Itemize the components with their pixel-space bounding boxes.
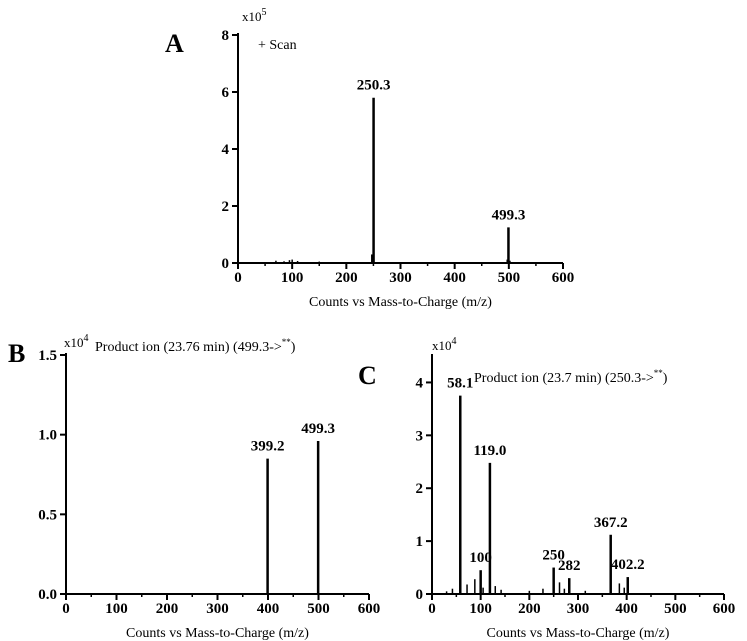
y-tick-label: 4 bbox=[416, 375, 424, 391]
x-tick-label: 500 bbox=[664, 601, 687, 617]
x-tick-label: 0 bbox=[234, 270, 242, 286]
y-tick-label: 0.5 bbox=[38, 507, 57, 523]
x-tick-label: 300 bbox=[389, 270, 412, 286]
y-multiplier: x104 bbox=[64, 333, 89, 350]
scan-label: Product ion (23.7 min) (250.3->**) bbox=[474, 368, 668, 386]
x-axis-title: Counts vs Mass-to-Charge (m/z) bbox=[487, 626, 670, 641]
peak-label: 250 bbox=[542, 548, 565, 564]
x-tick-label: 200 bbox=[518, 601, 541, 617]
x-tick-label: 400 bbox=[443, 270, 466, 286]
x-tick-label: 500 bbox=[498, 270, 521, 286]
peak-label: 399.2 bbox=[251, 439, 285, 455]
y-tick-label: 0.0 bbox=[38, 587, 57, 603]
x-tick-label: 200 bbox=[156, 601, 179, 617]
peak-label: 100 bbox=[469, 550, 492, 566]
x-tick-label: 100 bbox=[105, 601, 128, 617]
y-tick-label: 8 bbox=[222, 28, 230, 44]
y-tick-label: 4 bbox=[222, 142, 230, 158]
x-tick-label: 400 bbox=[257, 601, 280, 617]
peak-label: 367.2 bbox=[594, 515, 628, 531]
y-multiplier-exponent: 4 bbox=[452, 336, 457, 347]
y-tick-label: 2 bbox=[416, 481, 424, 497]
y-tick-label: 6 bbox=[222, 85, 230, 101]
peak-label: 250.3 bbox=[357, 78, 391, 94]
peak-label: 499.3 bbox=[301, 421, 335, 437]
y-tick-label: 1 bbox=[416, 534, 424, 550]
peak-label: 402.2 bbox=[611, 557, 645, 573]
panel-letter: C bbox=[358, 361, 377, 390]
x-tick-label: 500 bbox=[307, 601, 330, 617]
panel-letter: B bbox=[8, 339, 25, 368]
peak-label: 499.3 bbox=[492, 207, 526, 223]
x-tick-label: 200 bbox=[335, 270, 358, 286]
y-tick-label: 0 bbox=[222, 256, 230, 272]
peak-label: 58.1 bbox=[447, 376, 473, 392]
y-multiplier: x105 bbox=[242, 7, 267, 24]
x-tick-label: 100 bbox=[469, 601, 492, 617]
x-axis-title: Counts vs Mass-to-Charge (m/z) bbox=[126, 626, 309, 641]
peak-label: 282 bbox=[558, 558, 581, 574]
y-multiplier-exponent: 5 bbox=[262, 7, 267, 18]
y-multiplier-exponent: 4 bbox=[84, 333, 89, 344]
x-axis-title: Counts vs Mass-to-Charge (m/z) bbox=[309, 295, 492, 310]
y-tick-label: 1.5 bbox=[38, 348, 57, 364]
scan-label: Product ion (23.76 min) (499.3->**) bbox=[95, 337, 296, 355]
panel-letter: A bbox=[165, 29, 184, 58]
x-tick-label: 600 bbox=[358, 601, 381, 617]
x-tick-label: 0 bbox=[428, 601, 436, 617]
peak-label: 119.0 bbox=[473, 443, 506, 459]
scan-label: + Scan bbox=[258, 38, 297, 53]
y-tick-label: 2 bbox=[222, 199, 230, 215]
y-tick-label: 1.0 bbox=[38, 428, 57, 444]
y-multiplier: x104 bbox=[432, 336, 457, 353]
x-tick-label: 300 bbox=[567, 601, 590, 617]
x-tick-label: 0 bbox=[62, 601, 70, 617]
x-tick-label: 600 bbox=[552, 270, 575, 286]
y-tick-label: 0 bbox=[416, 587, 424, 603]
y-tick-label: 3 bbox=[416, 428, 424, 444]
x-tick-label: 300 bbox=[206, 601, 229, 617]
x-tick-label: 400 bbox=[615, 601, 638, 617]
x-tick-label: 100 bbox=[281, 270, 304, 286]
x-tick-label: 600 bbox=[713, 601, 736, 617]
